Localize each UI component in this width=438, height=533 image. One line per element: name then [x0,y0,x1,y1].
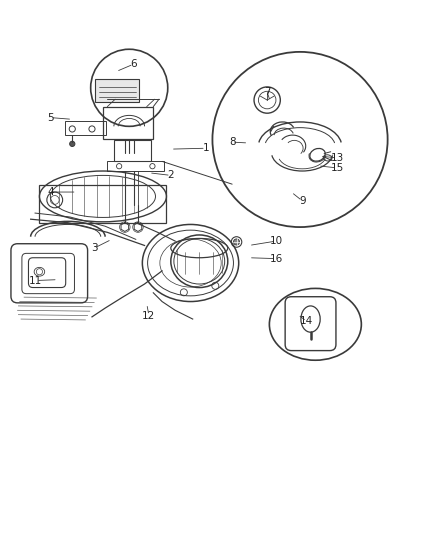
Text: 2: 2 [167,171,174,180]
Circle shape [70,141,75,147]
Text: 7: 7 [264,87,271,97]
Text: 8: 8 [229,137,236,147]
Text: 6: 6 [130,59,137,69]
Text: 16: 16 [269,254,283,264]
Text: 11: 11 [29,276,42,286]
Text: 5: 5 [47,112,54,123]
Text: 12: 12 [142,311,155,320]
Text: 3: 3 [91,243,98,253]
Bar [95,79,139,102]
Text: 13: 13 [331,153,344,163]
Text: 9: 9 [299,196,306,206]
Bar [65,121,106,135]
Text: 15: 15 [331,163,344,173]
Text: 10: 10 [269,236,283,246]
Bar [103,107,153,140]
Bar [39,185,166,223]
Circle shape [233,239,240,245]
Bar [107,161,164,171]
Text: 1: 1 [202,143,209,154]
Text: 14: 14 [300,316,313,326]
Text: 4: 4 [47,187,54,197]
Bar [114,140,151,161]
